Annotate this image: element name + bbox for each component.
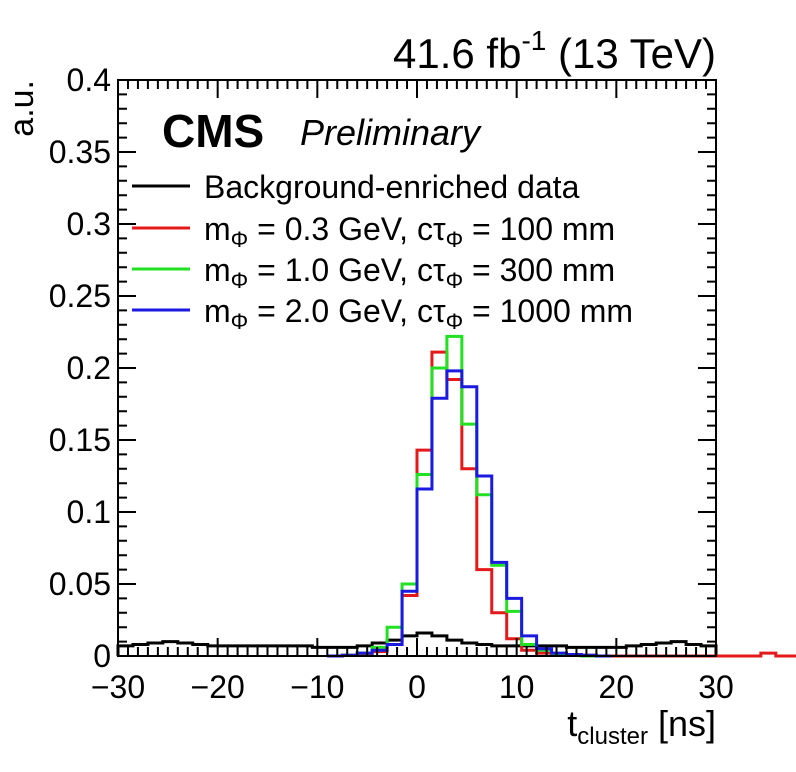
y-axis-label: a.u.	[3, 80, 41, 137]
legend-text: m	[204, 252, 231, 288]
x-tick-label: −10	[290, 669, 344, 705]
legend-text: Background-enriched data	[204, 169, 580, 205]
legend-text: = 300 mm	[463, 252, 615, 288]
x-tick-label: −30	[91, 669, 145, 705]
x-tick-label: 10	[499, 669, 535, 705]
legend-text: = 1000 mm	[463, 293, 633, 329]
y-tick-label: 0	[93, 638, 111, 674]
y-tick-label: 0.25	[49, 278, 111, 314]
legend-entry-1: mΦ = 0.3 GeV, cτΦ = 100 mm	[204, 211, 615, 252]
legend-subscript: Φ	[446, 268, 464, 293]
legend-entry-0: Background-enriched data	[204, 169, 580, 205]
x-tick-label: 20	[599, 669, 635, 705]
series-line-1	[327, 350, 796, 658]
legend-subscript: Φ	[231, 309, 249, 334]
legend-subscript: Φ	[446, 227, 464, 252]
energy-label: (13 TeV)	[546, 30, 716, 77]
x-axis-label-base: t	[567, 703, 577, 744]
legend-entry-3: mΦ = 2.0 GeV, cτΦ = 1000 mm	[204, 293, 633, 334]
y-tick-label: 0.15	[49, 422, 111, 458]
cms-label: CMS	[162, 105, 264, 157]
legend-text: = 2.0 GeV, cτ	[248, 293, 446, 329]
y-tick-label: 0.2	[67, 350, 111, 386]
y-tick-label: 0.4	[67, 62, 111, 98]
series-layer	[116, 334, 796, 658]
legend-text: = 0.3 GeV, cτ	[248, 211, 446, 247]
legend-text: = 100 mm	[463, 211, 615, 247]
y-tick-labels: 0 0.05 0.1 0.15 0.2 0.25 0.3 0.35 0.4	[49, 62, 111, 674]
x-tick-label: 30	[698, 669, 734, 705]
series-line-0	[116, 631, 718, 656]
legend-subscript: Φ	[446, 309, 464, 334]
y-axis-ticks	[118, 79, 716, 657]
legend-subscript: Φ	[231, 227, 249, 252]
ticks-layer	[117, 79, 717, 657]
luminosity-value: 41.6 fb	[393, 30, 521, 77]
legend-text: = 1.0 GeV, cτ	[248, 252, 446, 288]
preliminary-label: Preliminary	[300, 112, 482, 153]
luminosity-label: 41.6 fb-1 (13 TeV)	[393, 25, 716, 77]
series-line-3	[327, 369, 612, 658]
x-tick-labels: −30 −20 −10 0 10 20 30	[91, 669, 734, 705]
y-tick-label: 0.35	[49, 134, 111, 170]
y-tick-label: 0.1	[67, 494, 111, 530]
x-tick-label: −20	[191, 669, 245, 705]
x-axis-label: tcluster [ns]	[567, 703, 716, 750]
x-axis-label-unit: [ns]	[648, 703, 716, 744]
x-axis-label-sub: cluster	[577, 723, 648, 750]
y-tick-label: 0.05	[49, 566, 111, 602]
legend-subscript: Φ	[231, 268, 249, 293]
luminosity-exponent: -1	[521, 25, 546, 56]
legend-text: m	[204, 211, 231, 247]
legend-text: m	[204, 293, 231, 329]
legend-entry-2: mΦ = 1.0 GeV, cτΦ = 300 mm	[204, 252, 615, 293]
y-tick-label: 0.3	[67, 206, 111, 242]
x-axis-ticks	[117, 80, 717, 656]
x-tick-label: 0	[408, 669, 426, 705]
